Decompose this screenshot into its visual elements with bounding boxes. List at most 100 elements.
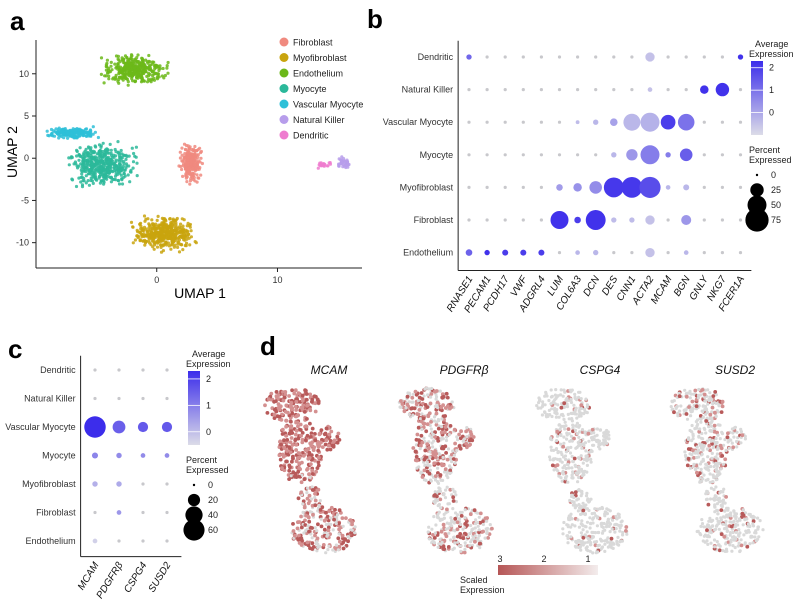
dot [645, 247, 655, 258]
feature-cell [307, 472, 311, 477]
feature-cell [736, 523, 740, 527]
umap-point [171, 240, 175, 244]
feature-cell [544, 390, 548, 394]
legend-entry: Myocyte [293, 84, 327, 94]
umap-cluster-2 [99, 53, 170, 87]
feature-cell [577, 465, 581, 469]
feature-cell [586, 458, 590, 462]
pct-legend-dot [755, 173, 759, 177]
umap-point [84, 134, 89, 138]
feature-cell [477, 528, 481, 532]
umap-point [109, 64, 113, 68]
feature-cell [712, 538, 717, 542]
feature-cell [584, 494, 589, 498]
feature-cell [571, 426, 575, 430]
feature-cell [706, 502, 711, 507]
feature-cell [604, 525, 609, 529]
umap-point [102, 182, 106, 186]
umap-point [109, 169, 113, 173]
feature-cell [562, 455, 566, 459]
feature-cell [297, 466, 301, 470]
feature-cell [313, 498, 318, 503]
feature-cell [448, 424, 453, 428]
feature-cell [315, 536, 320, 541]
feature-cell [299, 525, 304, 530]
feature-cell [290, 406, 295, 410]
feature-cell [715, 469, 719, 473]
feature-cell [478, 546, 482, 550]
umap-point [170, 227, 174, 231]
feature-cell [411, 413, 415, 417]
feature-cell [579, 489, 583, 493]
feature-cell [463, 508, 467, 512]
dot [677, 113, 695, 131]
feature-cell [353, 525, 357, 529]
umap-point [160, 231, 164, 235]
umap-point [135, 161, 139, 165]
feature-cell [432, 515, 436, 519]
dot-bg [467, 88, 471, 92]
umap-point [139, 232, 143, 237]
umap-point [84, 127, 89, 131]
dot-bg [720, 251, 725, 255]
feature-cell [734, 536, 738, 540]
feature-cell [298, 422, 303, 427]
feature-cell [621, 533, 625, 537]
umap-point [103, 74, 107, 78]
dot [623, 113, 641, 131]
feature-cell [428, 455, 432, 459]
feature-cell [676, 414, 680, 418]
feature-cell [272, 412, 277, 417]
dot-bg [702, 185, 706, 189]
dot-bg [503, 88, 507, 92]
avg-colorbar [188, 371, 200, 445]
umap-point [117, 182, 122, 186]
feature-cell [300, 460, 304, 465]
feature-cell [567, 530, 572, 534]
feature-cell [434, 455, 438, 460]
umap-point [191, 172, 195, 176]
feature-cell [723, 509, 727, 513]
feature-cell [584, 449, 588, 453]
feature-cell [461, 536, 466, 541]
feature-cell [610, 546, 614, 550]
feature-cell [471, 536, 475, 540]
feature-cell [425, 469, 430, 474]
scaled-tick-label: 1 [585, 554, 590, 564]
umap-point [105, 58, 109, 62]
umap-point [142, 79, 146, 83]
feature-cell [568, 451, 573, 455]
feature-cell [589, 522, 593, 526]
gene-label: CSPG4 [122, 560, 150, 595]
feature-cell [469, 523, 473, 528]
feature-cell [319, 524, 324, 529]
feature-cell [328, 516, 332, 520]
avg-colorbar [751, 61, 763, 135]
feature-cell [308, 392, 313, 397]
feature-cell [419, 433, 424, 438]
feature-cell [690, 409, 694, 413]
legend-swatch [279, 115, 289, 124]
feature-cell [707, 425, 711, 429]
dot [640, 145, 660, 165]
umap-point [126, 83, 130, 87]
feature-cell [562, 520, 566, 525]
feature-cell [607, 524, 611, 529]
feature-cell [299, 480, 304, 485]
umap-point [155, 218, 159, 222]
feature-cell [428, 450, 432, 454]
umap-point [339, 158, 343, 162]
feature-cell [323, 431, 328, 436]
feature-cell [555, 429, 560, 434]
row-label: Natural Killer [402, 85, 454, 95]
feature-cell [562, 435, 566, 439]
dot-bg [666, 55, 670, 59]
feature-cell [434, 395, 439, 399]
feature-cell [440, 445, 445, 449]
feature-cell [303, 523, 308, 527]
umap-point [116, 140, 120, 144]
umap-point [153, 72, 157, 76]
feature-plot-2: CSPG4 [535, 363, 629, 555]
umap-point [124, 162, 129, 166]
feature-cell [729, 524, 734, 529]
